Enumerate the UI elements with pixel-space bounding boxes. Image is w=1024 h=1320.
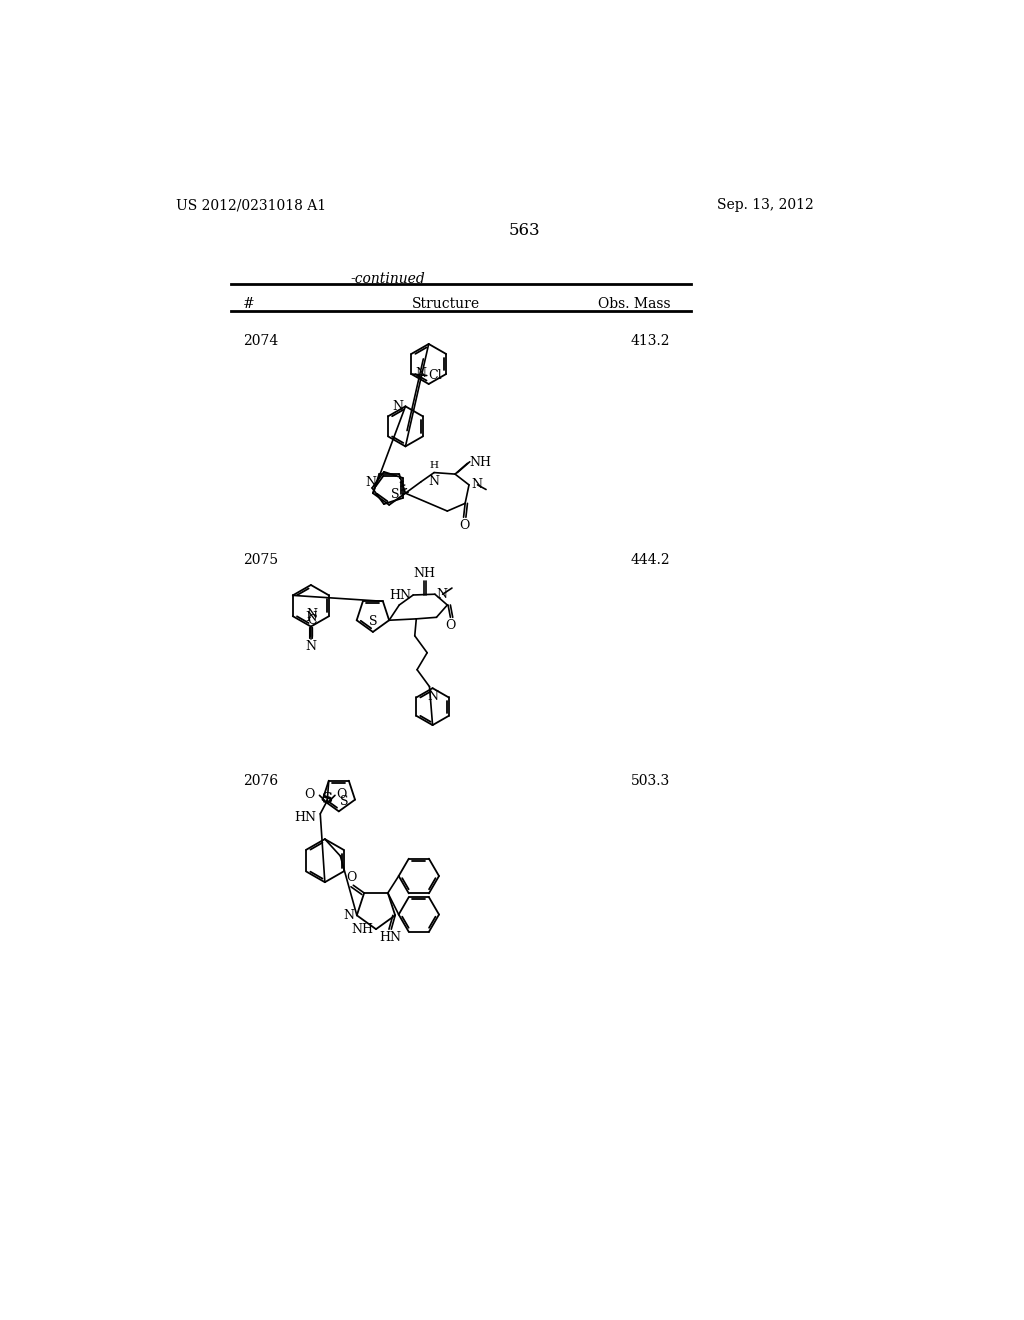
Text: O: O [304, 788, 314, 801]
Text: N: N [427, 690, 438, 704]
Text: C: C [307, 614, 316, 627]
Text: N: N [305, 611, 316, 624]
Text: N: N [365, 475, 376, 488]
Text: -continued: -continued [350, 272, 425, 286]
Text: US 2012/0231018 A1: US 2012/0231018 A1 [176, 198, 327, 213]
Text: N: N [392, 400, 403, 413]
Text: H: H [430, 461, 438, 470]
Text: N: N [471, 478, 482, 491]
Text: NH: NH [414, 568, 436, 581]
Text: Sep. 13, 2012: Sep. 13, 2012 [717, 198, 814, 213]
Text: S: S [322, 792, 333, 807]
Text: 444.2: 444.2 [631, 553, 671, 566]
Text: Cl: Cl [428, 370, 442, 381]
Text: S: S [391, 488, 399, 502]
Text: O: O [346, 871, 356, 883]
Text: 413.2: 413.2 [631, 334, 671, 348]
Text: #: # [243, 297, 254, 312]
Text: HN: HN [380, 931, 401, 944]
Text: N: N [436, 587, 447, 601]
Text: Obs. Mass: Obs. Mass [598, 297, 671, 312]
Text: N: N [343, 909, 354, 921]
Text: 503.3: 503.3 [631, 775, 671, 788]
Text: N: N [429, 475, 439, 488]
Text: HN: HN [390, 589, 412, 602]
Text: O: O [337, 788, 347, 801]
Text: 2076: 2076 [243, 775, 278, 788]
Text: HN: HN [294, 812, 316, 824]
Text: S: S [369, 615, 377, 628]
Text: N: N [305, 640, 316, 653]
Text: 2074: 2074 [243, 334, 278, 348]
Text: 563: 563 [509, 222, 541, 239]
Text: Structure: Structure [412, 297, 480, 312]
Text: NH: NH [469, 455, 490, 469]
Text: N: N [416, 367, 426, 380]
Text: N: N [296, 638, 305, 648]
Text: NH: NH [351, 923, 374, 936]
Text: O: O [459, 519, 470, 532]
Text: 2075: 2075 [243, 553, 278, 566]
Text: O: O [445, 619, 456, 632]
Text: N: N [306, 609, 317, 622]
Text: S: S [340, 795, 349, 808]
